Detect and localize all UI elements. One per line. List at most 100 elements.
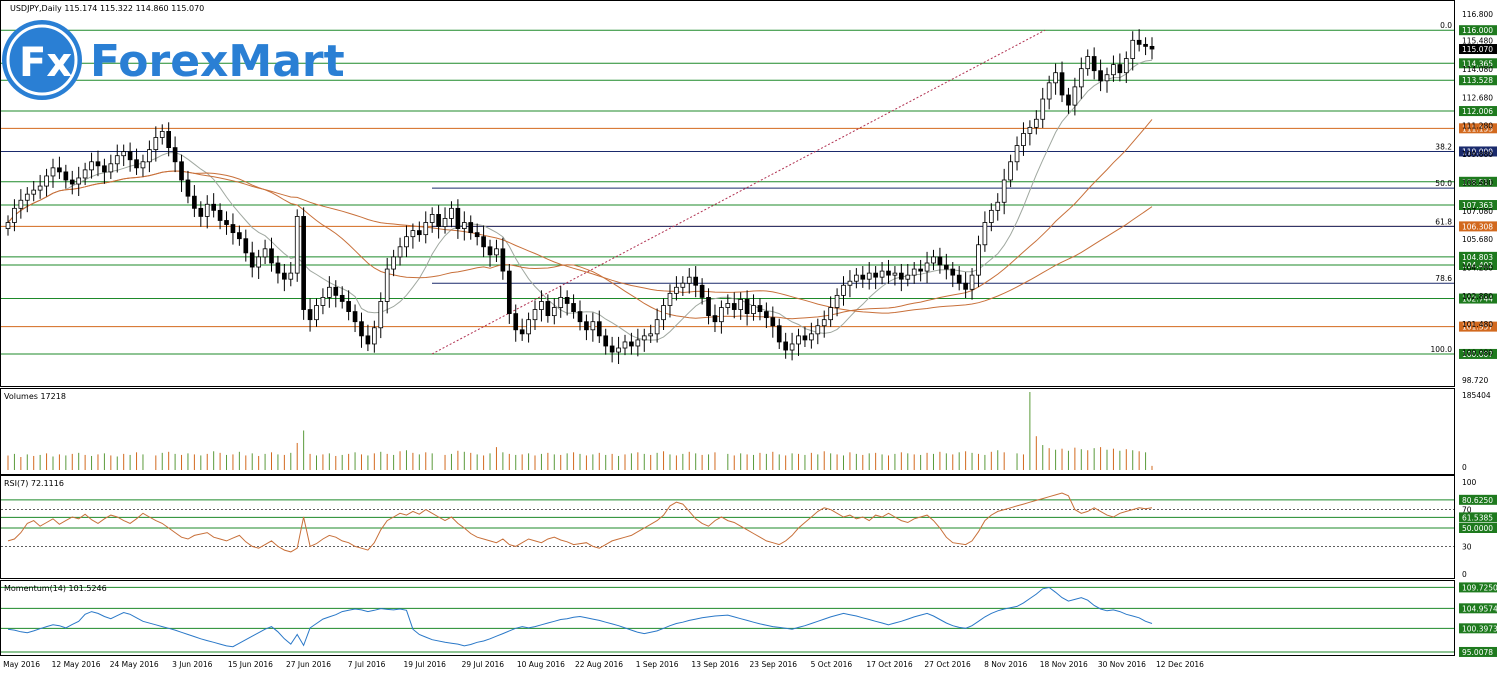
price-tick-label: 108.480 [1462, 178, 1493, 187]
candle-body [674, 286, 679, 294]
candle-body [224, 220, 229, 225]
momentum-level-label: 95.0078 [1462, 648, 1493, 657]
price-tick-label: 102.880 [1462, 292, 1493, 301]
candle-body [1078, 68, 1084, 88]
rsi-tick-label: 0 [1462, 570, 1467, 579]
candle-body [397, 246, 403, 258]
price-level-label: 101.357 [1462, 323, 1493, 332]
candle-body [1117, 64, 1123, 74]
price-level-box [1459, 259, 1497, 270]
candle-body [153, 137, 159, 151]
candle-body [860, 274, 866, 280]
candle-body [121, 151, 127, 157]
candle-body [63, 171, 69, 181]
candle-body [211, 203, 216, 211]
candle-body [770, 317, 776, 327]
candle-body [899, 272, 904, 280]
candle-body [892, 272, 898, 276]
candle-body [378, 301, 384, 329]
candle-body [944, 264, 949, 270]
candle-body [545, 301, 551, 317]
candle-body [776, 325, 782, 343]
momentum-level-box [1459, 646, 1497, 657]
candle-body [1123, 58, 1129, 74]
candle-body [802, 335, 808, 341]
candle-body [307, 309, 313, 321]
price-tick-label: 114.080 [1462, 65, 1493, 74]
candle-body [185, 179, 191, 197]
moving-average-line [7, 119, 1153, 320]
candle-body [487, 246, 493, 256]
candle-body [339, 294, 345, 302]
price-tick-label: 100.080 [1462, 348, 1493, 357]
price-level-label: 106.308 [1462, 222, 1493, 231]
date-tick-label: 10 Aug 2016 [517, 660, 565, 669]
price-level-label: 100.007 [1462, 350, 1493, 359]
candle-body [1008, 161, 1013, 181]
candle-body [1072, 86, 1078, 106]
candle-body [506, 270, 512, 315]
candle-body [532, 309, 538, 321]
price-tick-label: 98.720 [1462, 376, 1488, 385]
price-level-label: 112.006 [1462, 107, 1493, 116]
candle-body [327, 286, 332, 298]
candle-body [596, 321, 602, 337]
rsi-level-box [1459, 512, 1497, 523]
momentum-level-box [1459, 603, 1497, 614]
price-level-label: 116.000 [1462, 26, 1493, 35]
rsi-tick-label: 100 [1462, 478, 1477, 487]
candle-body [37, 185, 43, 191]
candle-body [89, 161, 94, 171]
momentum-level-box [1459, 623, 1497, 634]
candle-body [731, 303, 737, 310]
candle-body [738, 299, 744, 310]
candle-body [571, 303, 576, 312]
candle-body [237, 232, 242, 240]
moving-average-line [7, 170, 1153, 314]
candle-body [539, 301, 544, 310]
date-tick-label: 5 Oct 2016 [811, 660, 853, 669]
fib-level-label: 100.0 [1431, 345, 1453, 354]
candle-body [262, 248, 268, 258]
price-tick-label: 111.280 [1462, 122, 1493, 131]
date-tick-label: 7 Jul 2016 [348, 660, 386, 669]
candle-body [346, 301, 351, 312]
candle-body [127, 151, 133, 161]
candle-body [815, 325, 821, 335]
candle-body [564, 297, 570, 304]
rsi-level-box [1459, 494, 1497, 505]
price-level-label: 104.402 [1462, 261, 1493, 270]
fib-level-label: 38.2 [1435, 142, 1452, 151]
candle-body [1046, 82, 1052, 100]
candle-body [551, 307, 557, 317]
candle-body [134, 159, 139, 169]
candle-body [924, 262, 930, 272]
candle-body [24, 193, 30, 201]
candle-body [641, 335, 647, 341]
candle-body [879, 270, 885, 278]
candle-body [416, 230, 422, 236]
candle-body [352, 311, 358, 323]
candle-body [744, 299, 750, 315]
candle-body [513, 313, 519, 331]
fib-level-label: 0.0 [1440, 21, 1452, 30]
fib-level-label: 50.0 [1435, 179, 1452, 188]
candle-body [95, 161, 101, 167]
candle-body [359, 321, 364, 337]
candle-body [166, 131, 172, 149]
forexmart-logo: Fx ForexMart [2, 20, 345, 100]
candle-body [230, 224, 236, 234]
price-level-box [1459, 348, 1497, 359]
candle-body [1130, 39, 1136, 59]
momentum-line [7, 586, 1153, 648]
candle-body [243, 238, 249, 254]
candle-body [198, 207, 204, 217]
candle-body [404, 236, 409, 248]
candle-body [873, 272, 878, 278]
date-tick-label: 3 Jun 2016 [172, 660, 213, 669]
logo-brand-text: ForexMart [90, 36, 345, 87]
price-level-box [1459, 176, 1497, 187]
candle-body [988, 209, 994, 223]
date-tick-label: 24 May 2016 [110, 660, 159, 669]
candle-body [1149, 45, 1155, 50]
